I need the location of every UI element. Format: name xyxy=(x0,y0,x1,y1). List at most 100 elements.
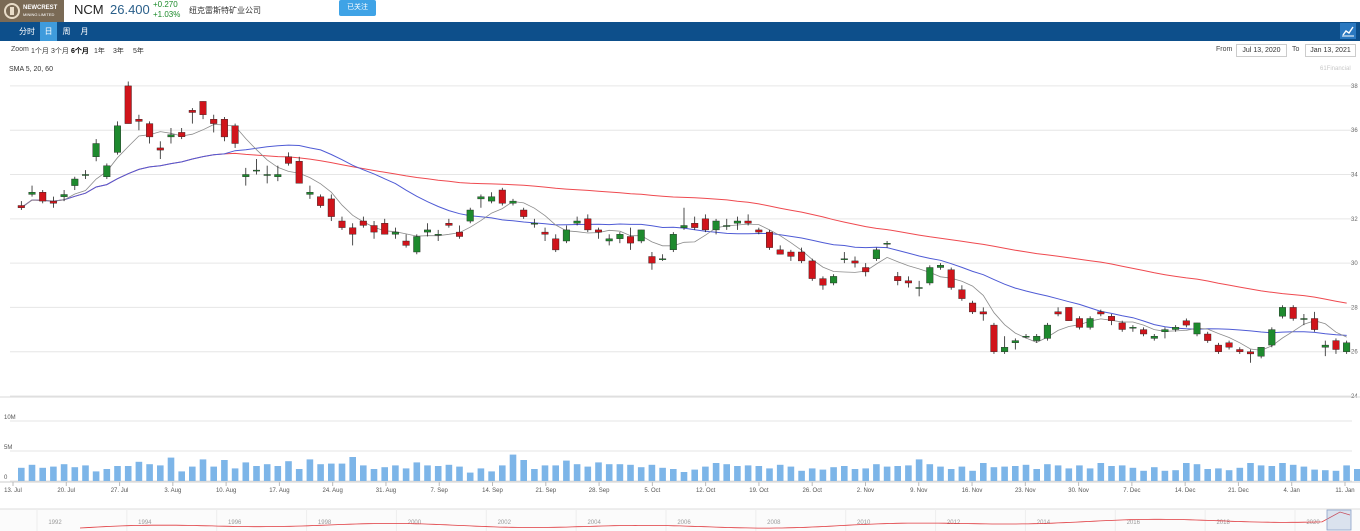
navigator-year-label: 2008 xyxy=(767,520,781,526)
zoom-1m-button[interactable]: 1个月 xyxy=(31,48,49,55)
zoom-1y-button[interactable]: 1年 xyxy=(94,48,105,55)
candle-body xyxy=(1311,318,1319,330)
candle xyxy=(317,194,325,208)
x-tick-label: 7. Dec xyxy=(1123,488,1140,494)
price-change: +0.270 +1.03% xyxy=(153,0,180,20)
candle-body xyxy=(1043,324,1051,339)
candle xyxy=(1257,347,1265,359)
x-tick-label: 9. Nov xyxy=(910,488,927,494)
candle xyxy=(1075,316,1083,330)
volume-bar xyxy=(445,464,453,481)
candle xyxy=(71,176,79,191)
y-tick-label: 32 xyxy=(1351,217,1358,223)
x-tick-label: 17. Aug xyxy=(269,488,289,494)
candle-body xyxy=(712,220,720,231)
candle xyxy=(466,207,474,224)
candle xyxy=(1300,314,1308,326)
candle xyxy=(776,245,784,255)
candle-body xyxy=(958,289,966,299)
candle-body xyxy=(1204,333,1212,341)
candle xyxy=(306,185,314,199)
volume-bar xyxy=(456,466,463,481)
from-label: From xyxy=(1216,46,1233,53)
x-tick-label: 7. Sep xyxy=(431,488,449,494)
volume-bar xyxy=(392,465,399,481)
candlesticks xyxy=(17,81,1351,363)
candle-body xyxy=(787,251,795,257)
candle xyxy=(1289,305,1297,321)
volume-bar xyxy=(980,463,987,481)
candle xyxy=(1204,331,1212,343)
volume-bar xyxy=(477,468,485,481)
volume-bar xyxy=(1257,465,1265,481)
zoom-3y-button[interactable]: 3年 xyxy=(113,48,124,55)
x-tick-label: 24. Aug xyxy=(323,488,343,494)
candle-body xyxy=(1097,311,1105,315)
candle-body xyxy=(990,324,998,352)
follow-button[interactable]: 已关注 xyxy=(339,0,376,16)
candle xyxy=(1193,322,1201,337)
candle-body xyxy=(60,194,68,197)
volume-bar xyxy=(306,459,314,481)
candle xyxy=(1278,305,1286,319)
candle-body xyxy=(883,242,891,245)
x-tick-label: 26. Oct xyxy=(803,488,823,494)
volume-bar xyxy=(370,469,378,481)
volume-bar xyxy=(937,466,944,481)
candle xyxy=(178,128,186,140)
candle xyxy=(958,285,966,301)
candle-body xyxy=(1118,322,1126,330)
candle-body xyxy=(648,256,656,264)
candle xyxy=(616,232,624,244)
x-tick-label: 28. Sep xyxy=(589,488,610,494)
candle xyxy=(349,223,357,246)
chart-type-icon[interactable] xyxy=(1340,23,1356,39)
from-date-input[interactable]: Jul 13, 2020 xyxy=(1236,44,1287,57)
zoom-6m-button[interactable]: 6个月 xyxy=(71,48,89,55)
zoom-5y-button[interactable]: 5年 xyxy=(133,48,144,55)
tab-weekly[interactable]: 周 xyxy=(62,27,71,36)
candle xyxy=(1332,338,1340,354)
candle xyxy=(1033,333,1041,343)
logo-subtext: MINING LIMITED xyxy=(23,12,55,17)
tab-daily[interactable]: 日 xyxy=(40,22,57,41)
candle-body xyxy=(1246,351,1254,355)
volume-bar xyxy=(680,472,688,481)
to-date-input[interactable]: Jan 13, 2021 xyxy=(1305,44,1356,57)
indicator-legend: SMA 5, 20, 60 xyxy=(9,66,53,73)
zoom-3m-button[interactable]: 3个月 xyxy=(51,48,69,55)
navigator-year-label: 2004 xyxy=(587,520,601,526)
candle-body xyxy=(135,118,143,122)
volume-bar xyxy=(1268,466,1276,481)
candle-body xyxy=(156,147,164,151)
candle xyxy=(456,225,464,239)
candle xyxy=(1321,340,1329,357)
candle xyxy=(1246,349,1254,363)
candle-body xyxy=(1001,347,1009,352)
candle xyxy=(231,123,239,148)
candle xyxy=(1001,336,1009,354)
candle-body xyxy=(979,311,987,315)
candle xyxy=(167,128,175,144)
tab-monthly[interactable]: 月 xyxy=(80,27,89,36)
volume-bar xyxy=(28,464,36,481)
candle-body xyxy=(124,85,132,124)
candle xyxy=(1311,311,1319,332)
candle-body xyxy=(1182,320,1190,326)
x-tick-label: 30. Nov xyxy=(1068,488,1089,494)
x-tick-label: 23. Nov xyxy=(1015,488,1036,494)
y-tick-label: 26 xyxy=(1351,350,1358,356)
candle-body xyxy=(1343,342,1351,352)
volume-bar xyxy=(360,465,367,481)
candle xyxy=(659,254,667,261)
tab-intraday[interactable]: 分时 xyxy=(19,27,35,36)
candle-body xyxy=(306,191,314,195)
candle xyxy=(113,121,121,155)
volume-bar xyxy=(1236,467,1244,481)
candle-body xyxy=(819,278,827,286)
x-tick-label: 31. Aug xyxy=(376,488,396,494)
x-tick-label: 12. Oct xyxy=(696,488,716,494)
volume-bar xyxy=(1300,466,1308,481)
candle xyxy=(445,218,453,228)
